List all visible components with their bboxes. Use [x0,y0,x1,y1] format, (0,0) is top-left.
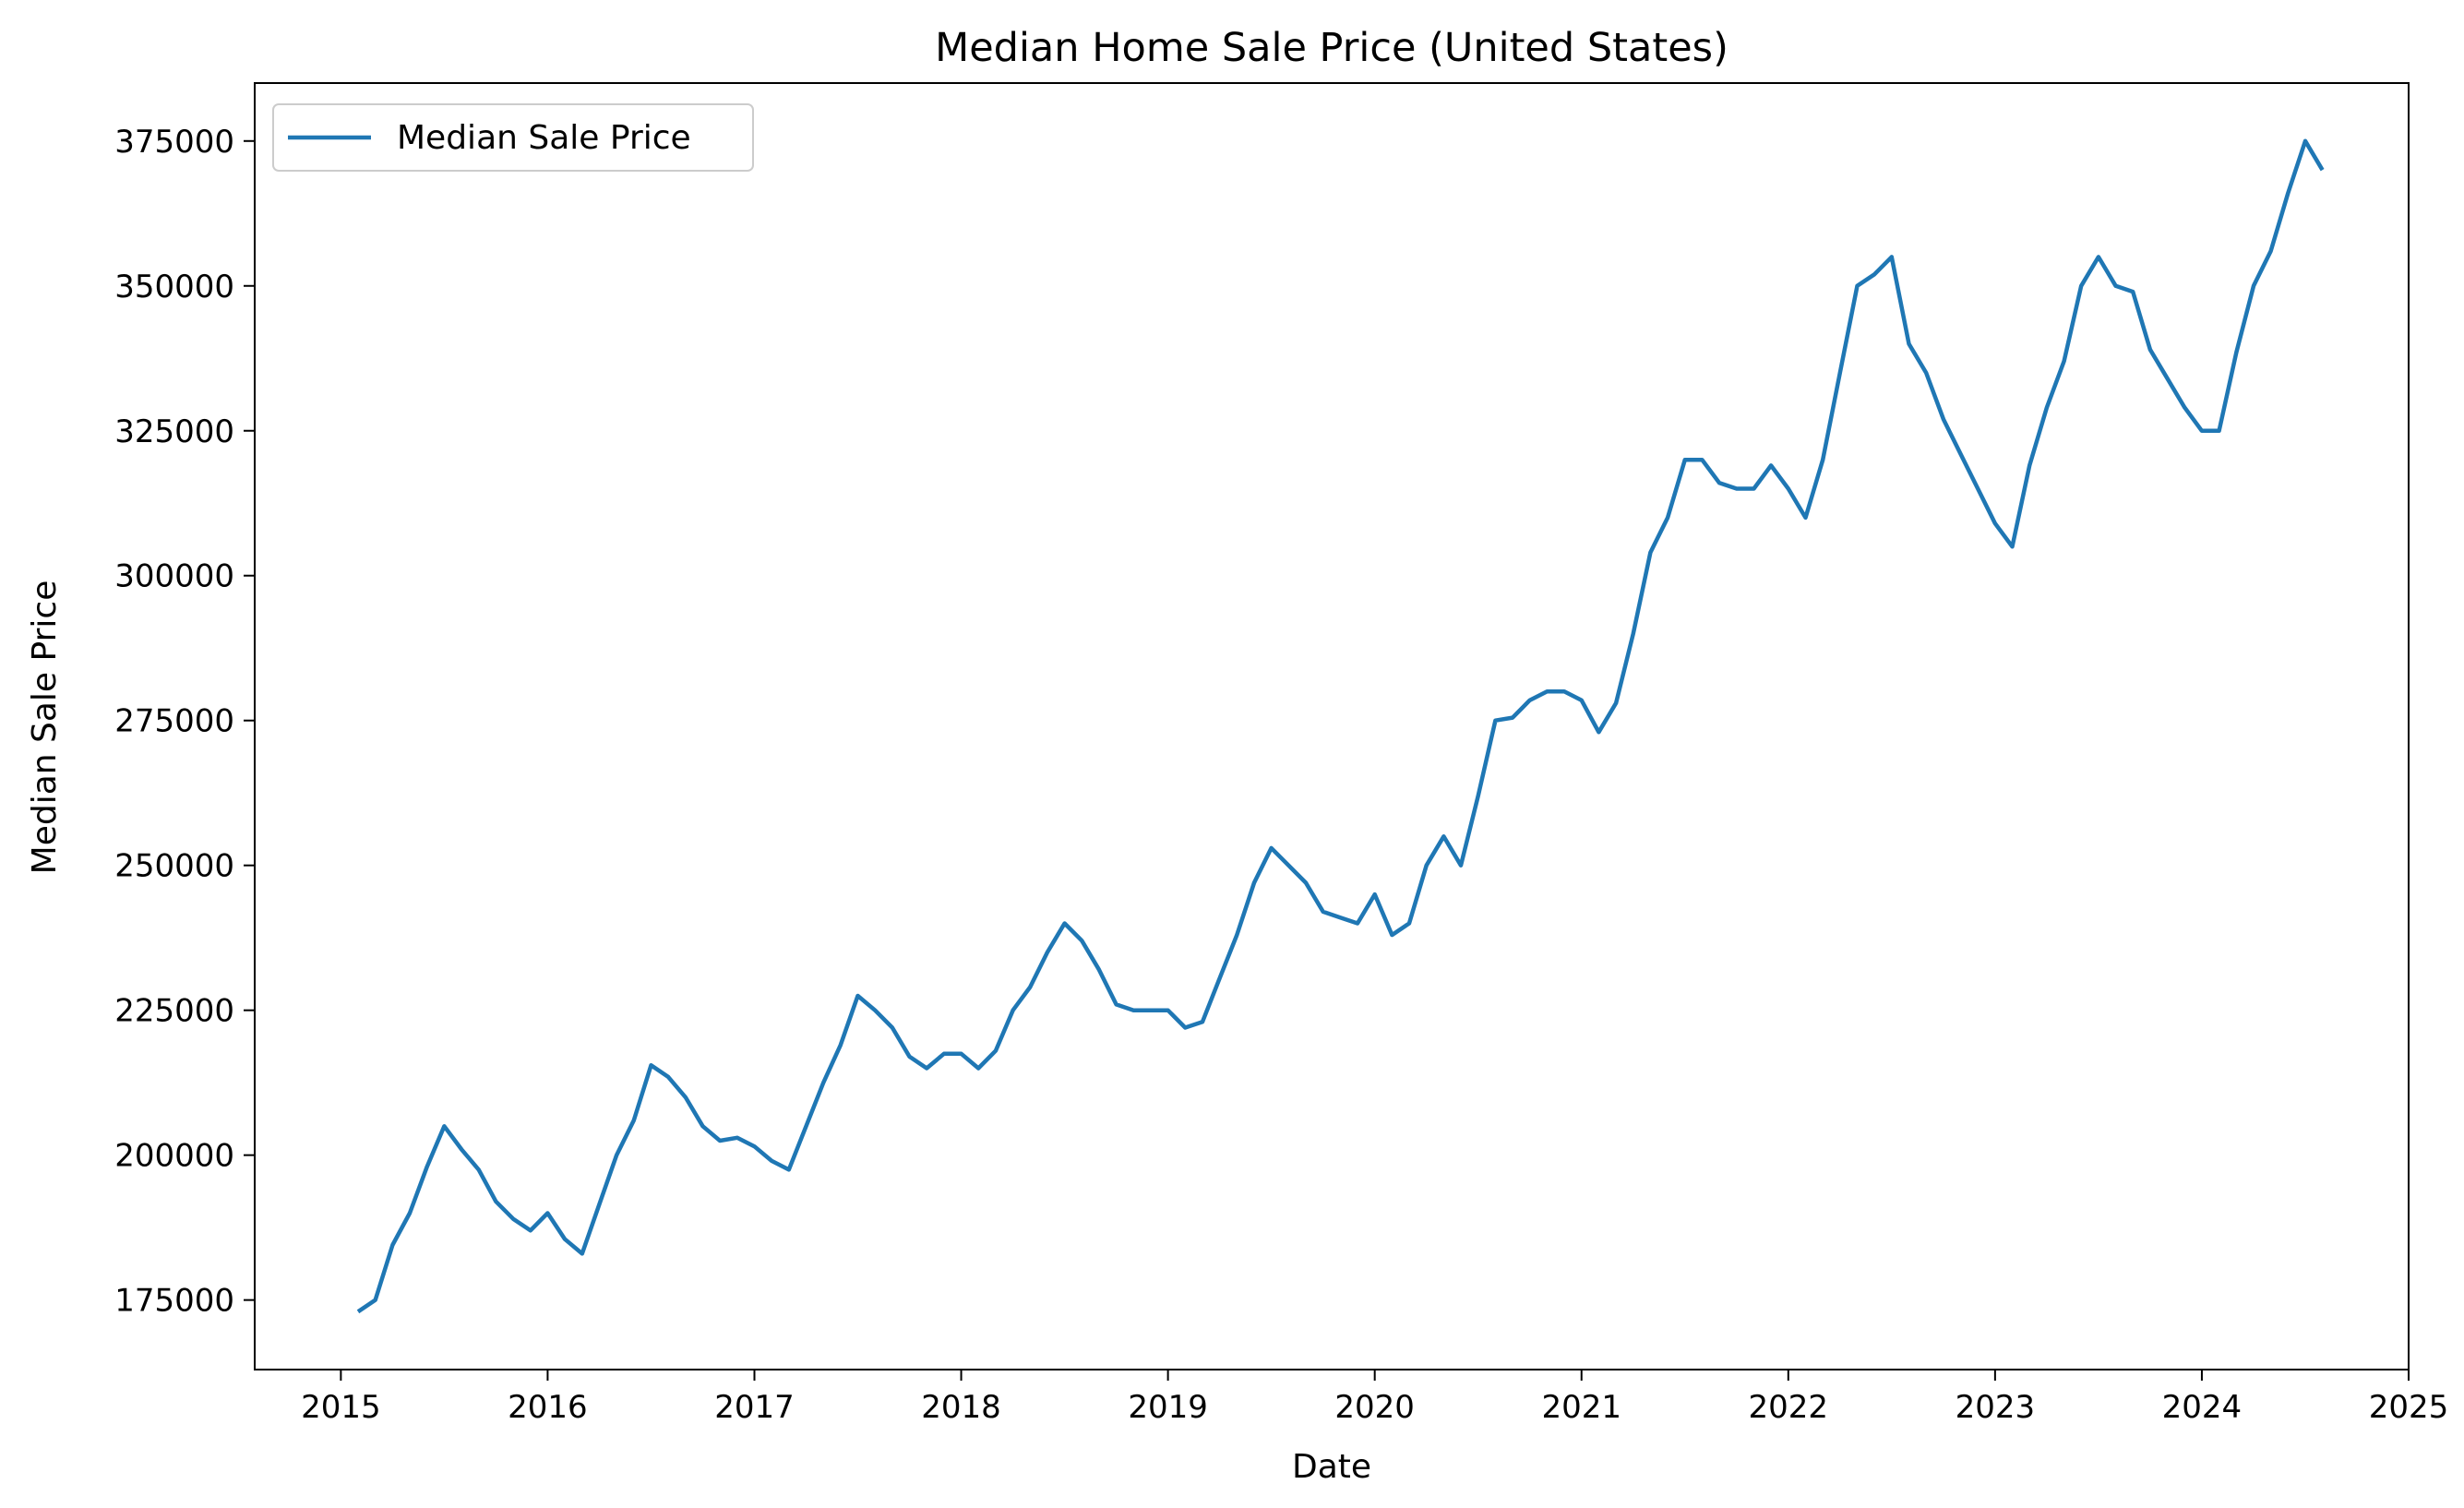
y-tick-label: 350000 [114,269,234,305]
chart-title: Median Home Sale Price (United States) [935,25,1728,71]
x-tick-label: 2023 [1956,1389,2036,1426]
y-tick-label: 200000 [114,1138,234,1175]
legend-label: Median Sale Price [397,119,691,157]
y-tick-label: 325000 [114,413,234,450]
x-tick-label: 2024 [2162,1389,2243,1426]
series-line-median-sale-price [356,138,2325,1314]
x-tick-label: 2018 [921,1389,1001,1426]
legend: Median Sale Price [272,103,754,172]
y-tick-label: 250000 [114,848,234,885]
y-axis-title: Median Sale Price [26,580,64,875]
y-tick-label: 300000 [114,558,234,595]
tick-marks [244,139,2410,1381]
series-layer [356,138,2325,1314]
x-tick-label: 2022 [1749,1389,1829,1426]
y-tick-label: 375000 [114,124,234,161]
x-tick-label: 2017 [714,1389,795,1426]
y-tick-label: 175000 [114,1283,234,1320]
x-tick-label: 2015 [301,1389,381,1426]
x-tick-label: 2019 [1128,1389,1208,1426]
y-tick-labels: 175000 200000 225000 250000 275000 300000 3250… [114,124,234,1320]
y-tick-label: 225000 [114,993,234,1030]
x-tick-label: 2016 [508,1389,588,1426]
x-tick-label: 2020 [1334,1389,1415,1426]
x-tick-label: 2025 [2369,1389,2449,1426]
plot-frame [254,82,2410,1370]
y-tick-label: 275000 [114,703,234,740]
x-tick-label: 2021 [1541,1389,1621,1426]
x-axis-title: Date [1292,1448,1371,1486]
legend-box [272,103,754,172]
x-tick-labels: 2015 2016 2017 2018 2019 2020 2021 2022 2023 2024… [301,1389,2448,1426]
